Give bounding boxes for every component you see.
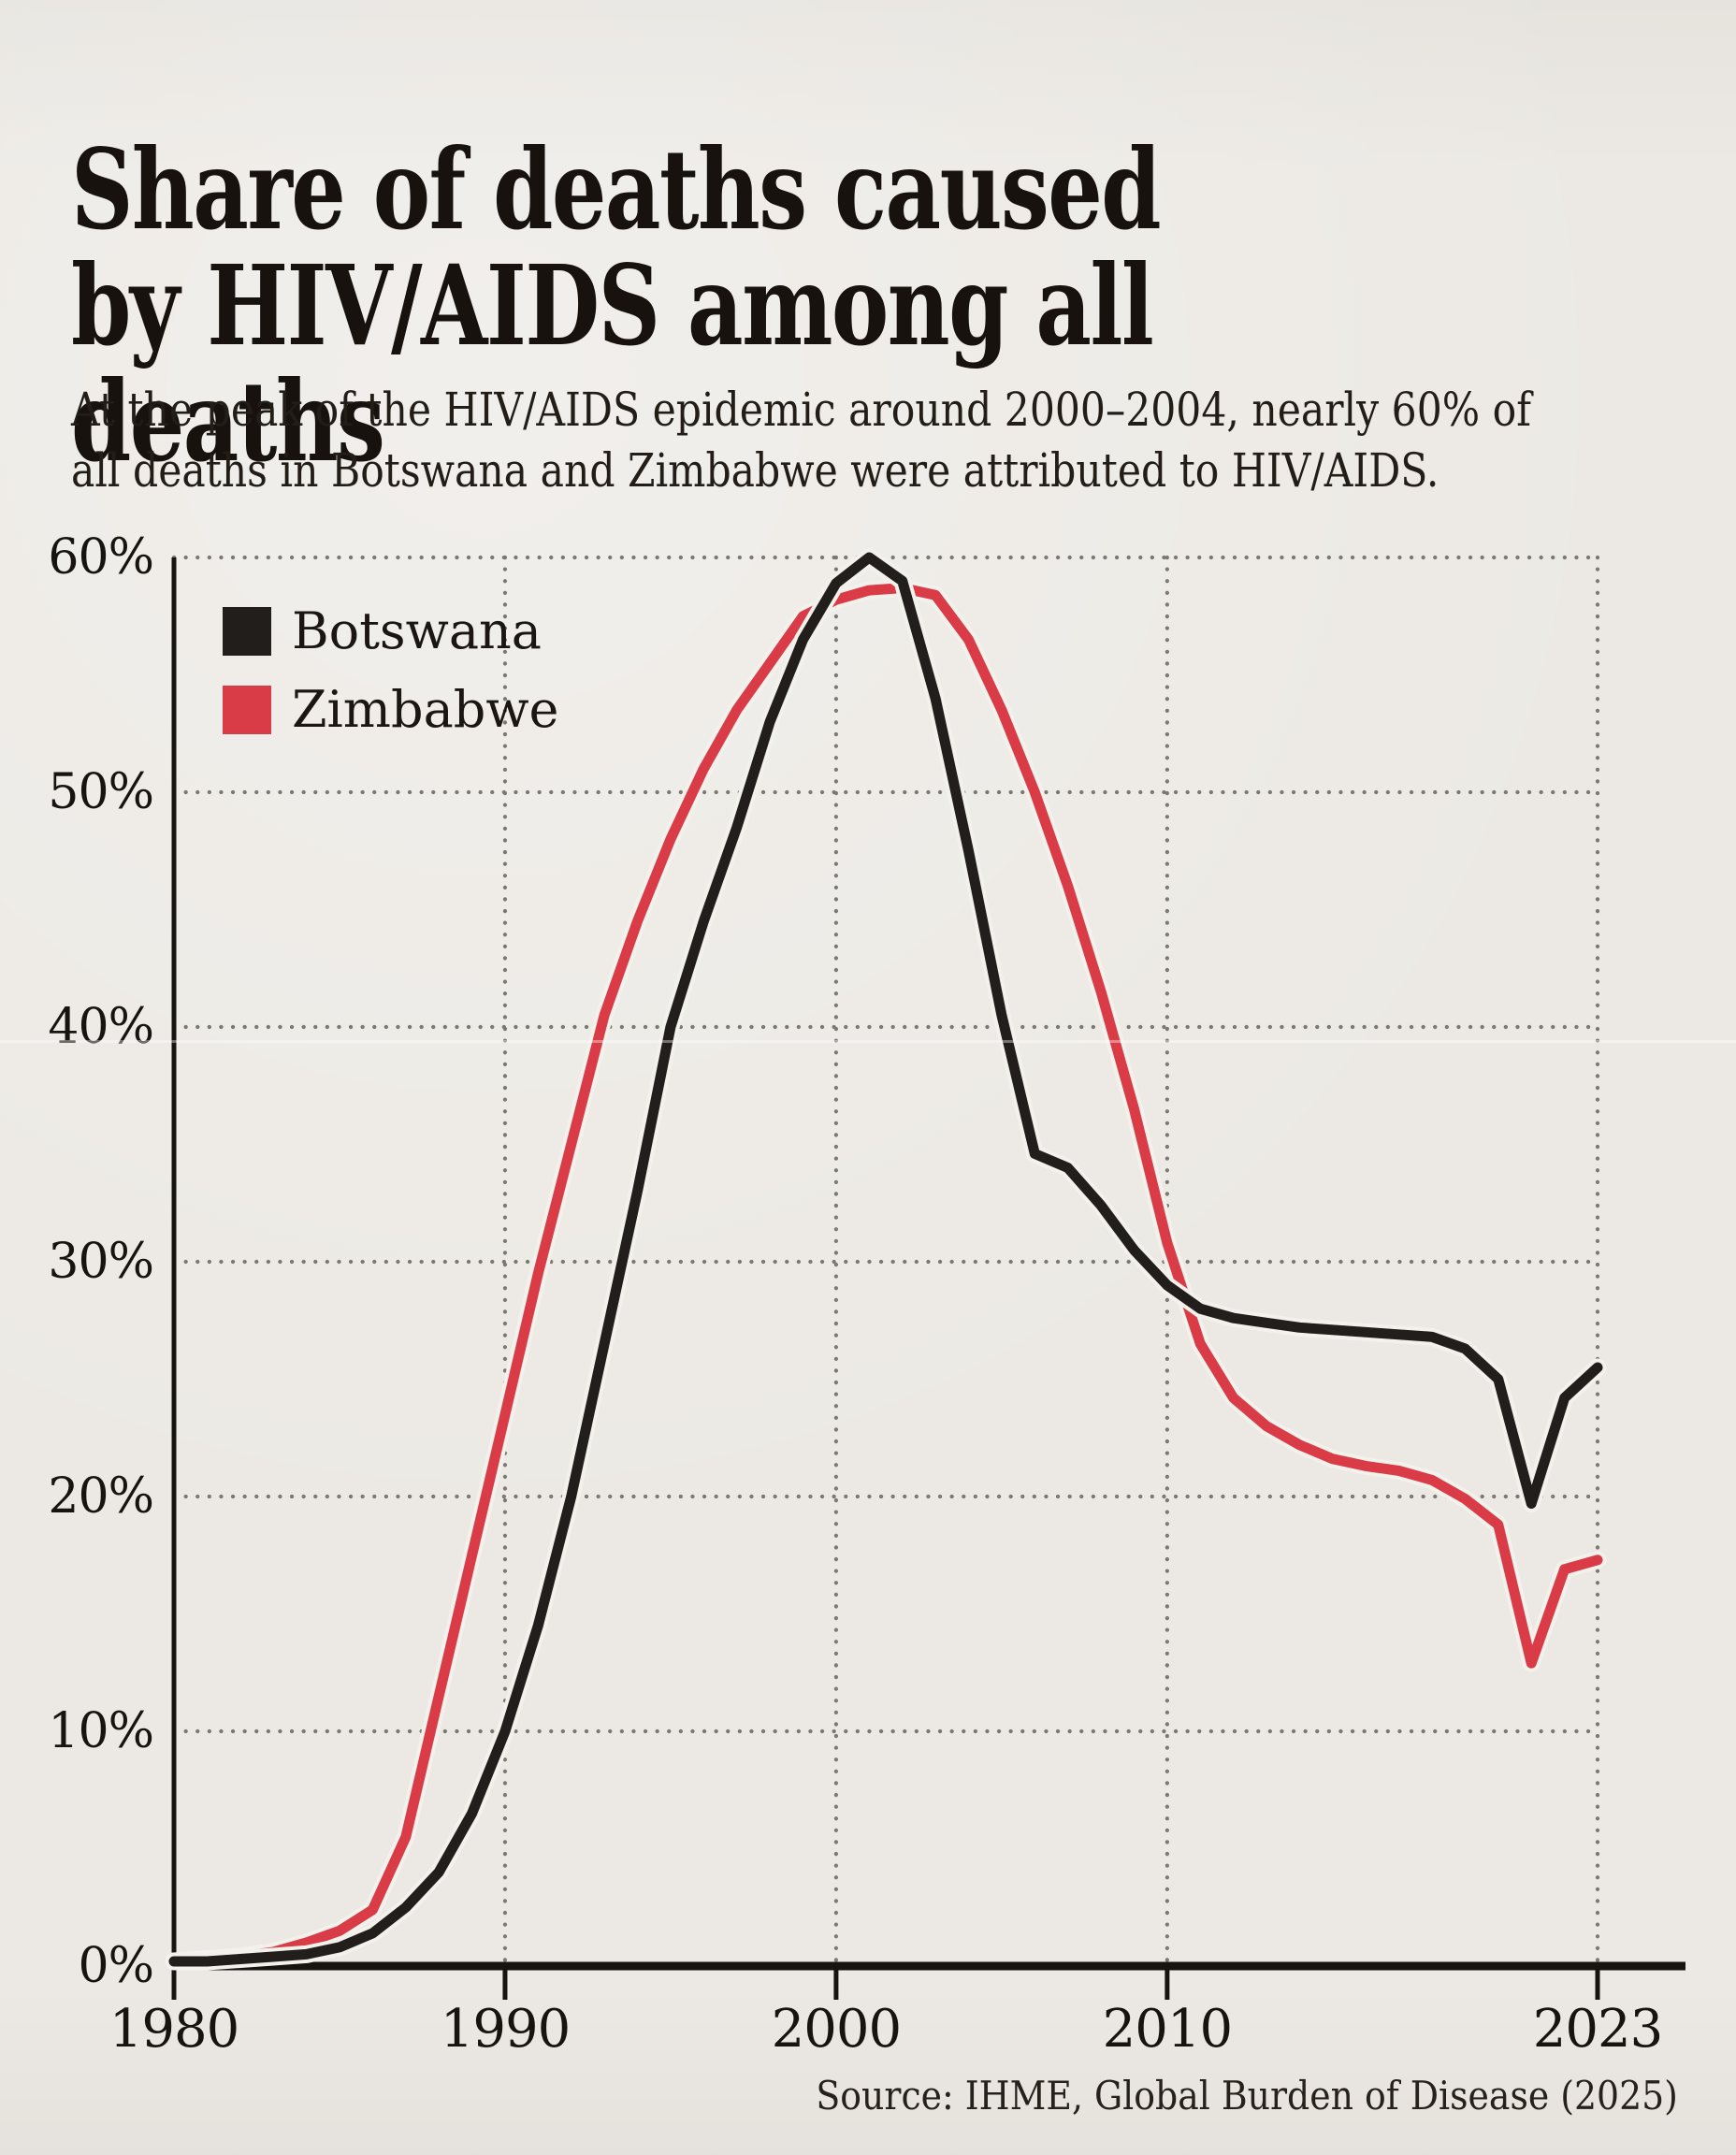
legend-label-zimbabwe: Zimbabwe <box>292 680 559 739</box>
line-botswana <box>168 552 1603 1967</box>
y-tick-label-10: 10% <box>48 1703 153 1759</box>
line-casing-botswana <box>165 548 1607 1971</box>
y-tick-label-50: 50% <box>48 764 153 820</box>
line-zimbabwe <box>168 583 1603 1967</box>
y-tick-label-20: 20% <box>48 1468 153 1525</box>
x-tick-label-2000: 2000 <box>772 1999 902 2060</box>
y-tick-label-40: 40% <box>48 999 153 1055</box>
x-tick-label-1990: 1990 <box>441 1999 571 2060</box>
y-tick-label-60: 60% <box>48 529 153 586</box>
x-tick-label-1980: 1980 <box>109 1999 239 2060</box>
paper-crease <box>0 1040 1736 1043</box>
page-title: Share of deaths caused by HIV/AIDS among… <box>71 124 1162 486</box>
legend-item-botswana: Botswana <box>223 606 559 657</box>
legend-label-botswana: Botswana <box>292 601 542 660</box>
y-tick-label-0: 0% <box>79 1938 154 1994</box>
line-casing-zimbabwe <box>165 579 1607 1971</box>
legend-item-zimbabwe: Zimbabwe <box>223 685 559 735</box>
x-tick-label-2023: 2023 <box>1533 1999 1663 2060</box>
legend-swatch-zimbabwe <box>223 686 271 734</box>
legend-swatch-botswana <box>223 607 271 656</box>
page-subtitle: At the peak of the HIV/AIDS epidemic aro… <box>71 383 1531 498</box>
x-tick-label-2010: 2010 <box>1103 1999 1233 2060</box>
chart-legend: Botswana Zimbabwe <box>223 606 559 763</box>
source-credit: Source: IHME, Global Burden of Disease (… <box>816 2073 1678 2119</box>
y-tick-label-30: 30% <box>48 1234 153 1290</box>
